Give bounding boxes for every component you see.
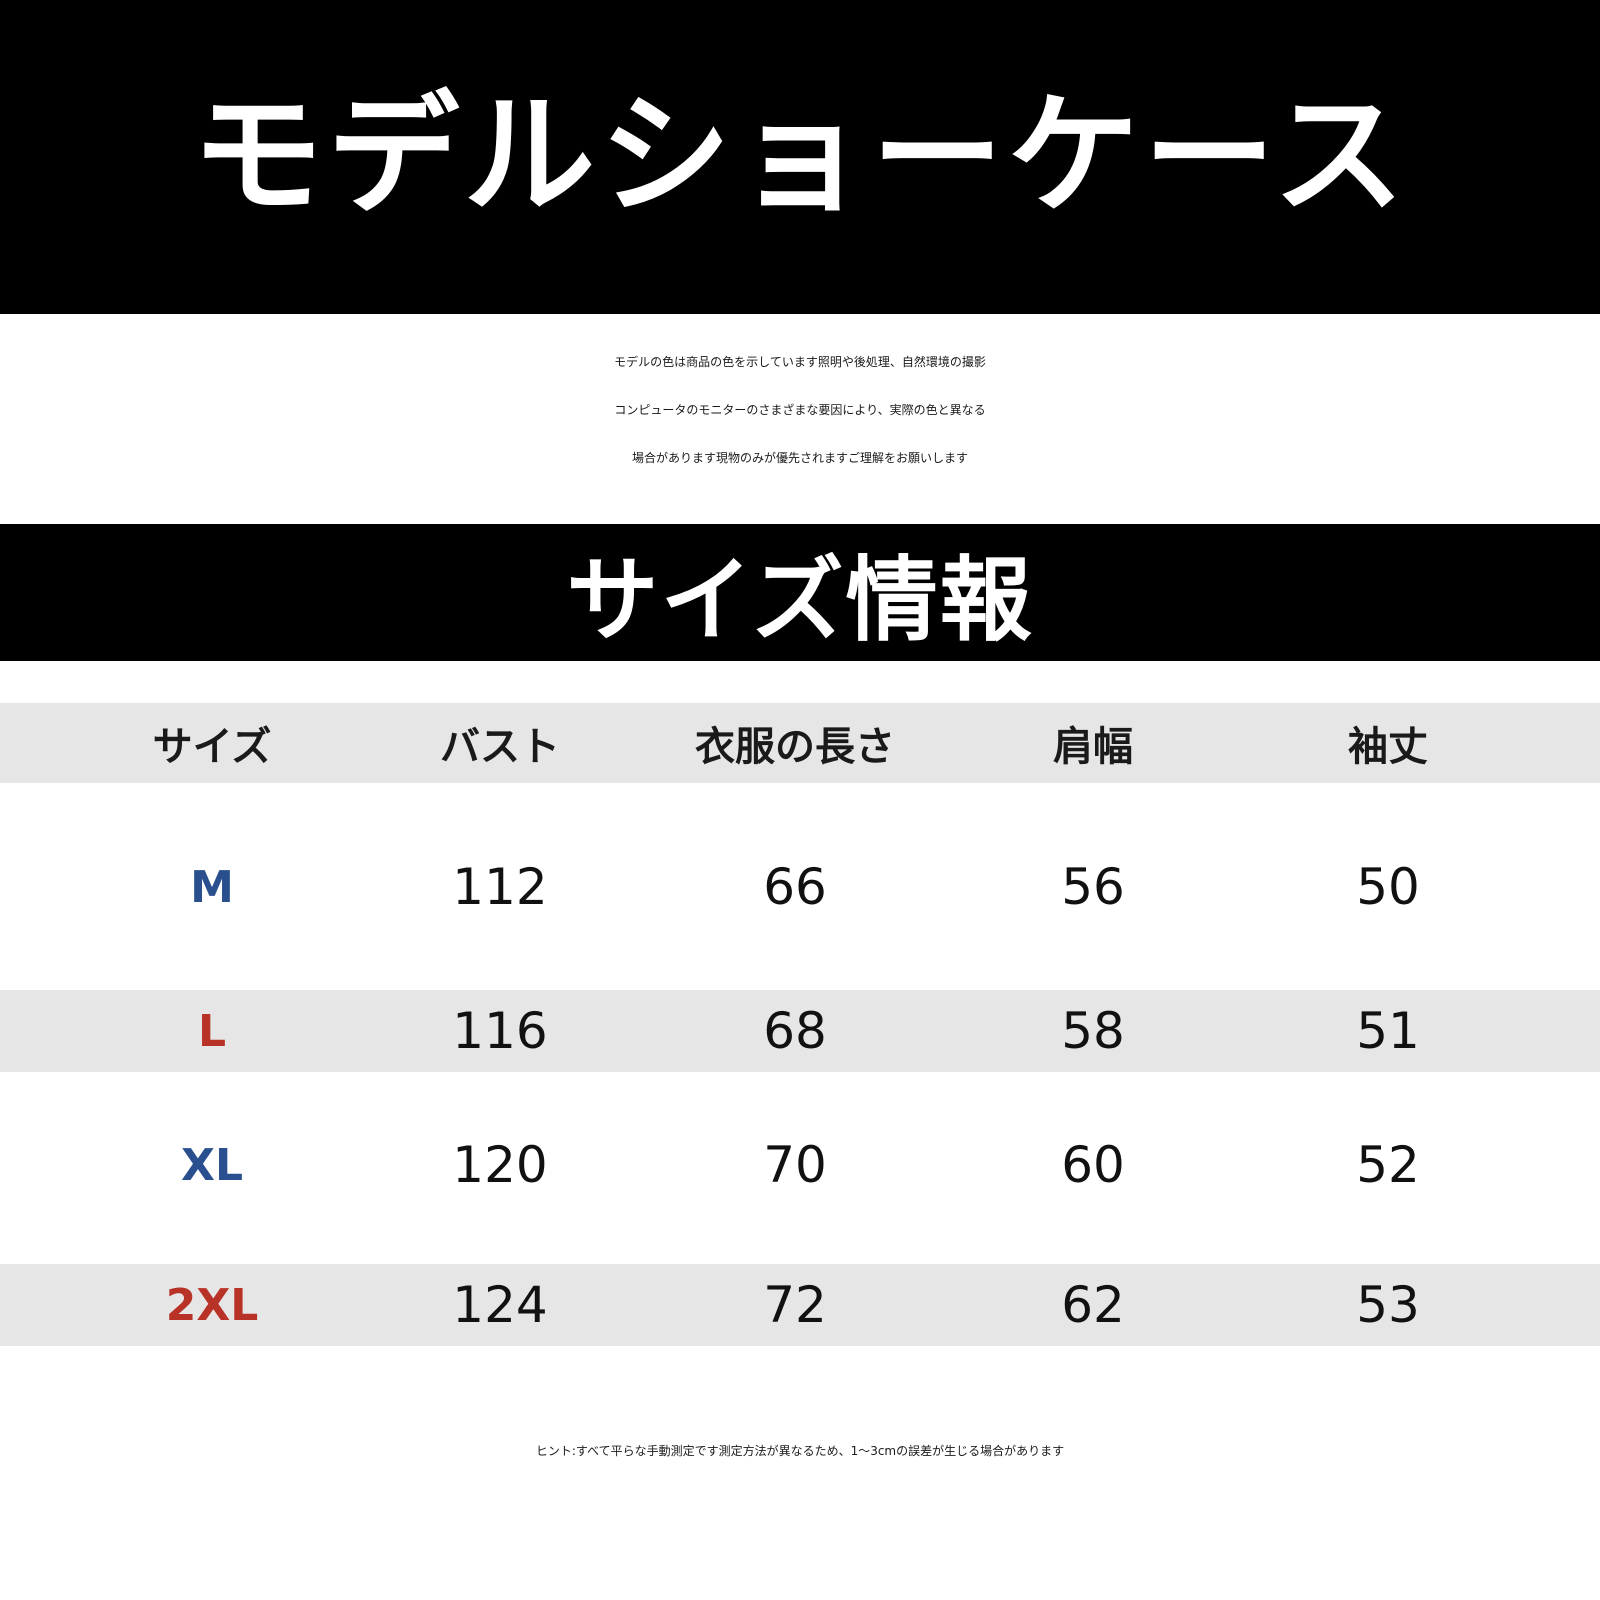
table-row: 2XL 124 72 62 53 [0, 1264, 1600, 1346]
header-size: サイズ [152, 724, 272, 770]
sleeve-value: 50 [1356, 858, 1420, 916]
length-value: 68 [763, 1002, 827, 1060]
measurement-hint: ヒント:すべて平らな手動測定です測定方法が異なるため、1〜3cmの誤差が生じる場… [535, 1444, 1065, 1458]
bust-value: 112 [452, 858, 548, 916]
size-label: M [190, 861, 234, 913]
notice-line: コンピュータのモニターのさまざまな要因により、実際の色と異なる [614, 403, 986, 417]
sleeve-value: 53 [1356, 1276, 1420, 1334]
table-row: M 112 66 56 50 [0, 808, 1600, 966]
length-value: 70 [763, 1136, 827, 1194]
size-info-banner: サイズ情報 [0, 524, 1600, 661]
header-shoulder: 肩幅 [1053, 724, 1133, 770]
notice-line: 場合があります現物のみが優先されますご理解をお願いします [631, 451, 968, 465]
size-label: 2XL [165, 1279, 259, 1331]
shoulder-value: 58 [1061, 1002, 1125, 1060]
notice-line: モデルの色は商品の色を示しています照明や後処理、自然環境の撮影 [614, 355, 986, 369]
showcase-banner: モデルショーケース [0, 0, 1600, 314]
bust-value: 124 [452, 1276, 548, 1334]
showcase-title: モデルショーケース [191, 78, 1409, 233]
color-notice: モデルの色は商品の色を示しています照明や後処理、自然環境の撮影 コンピュータのモ… [0, 338, 1600, 482]
length-value: 66 [763, 858, 827, 916]
header-bust: バスト [440, 724, 560, 770]
sleeve-value: 52 [1356, 1136, 1420, 1194]
size-label: XL [181, 1139, 243, 1191]
shoulder-value: 62 [1061, 1276, 1125, 1334]
table-row: XL 120 70 60 52 [0, 1100, 1600, 1230]
shoulder-value: 56 [1061, 858, 1125, 916]
length-value: 72 [763, 1276, 827, 1334]
table-header-row: サイズ バスト 衣服の長さ 肩幅 袖丈 [0, 703, 1600, 783]
bust-value: 120 [452, 1136, 548, 1194]
table-row: L 116 68 58 51 [0, 990, 1600, 1072]
header-length: 衣服の長さ [695, 724, 895, 770]
size-info-title: サイズ情報 [566, 547, 1034, 654]
shoulder-value: 60 [1061, 1136, 1125, 1194]
sleeve-value: 51 [1356, 1002, 1420, 1060]
size-label: L [197, 1005, 227, 1057]
header-sleeve: 袖丈 [1348, 724, 1428, 770]
bust-value: 116 [452, 1002, 548, 1060]
